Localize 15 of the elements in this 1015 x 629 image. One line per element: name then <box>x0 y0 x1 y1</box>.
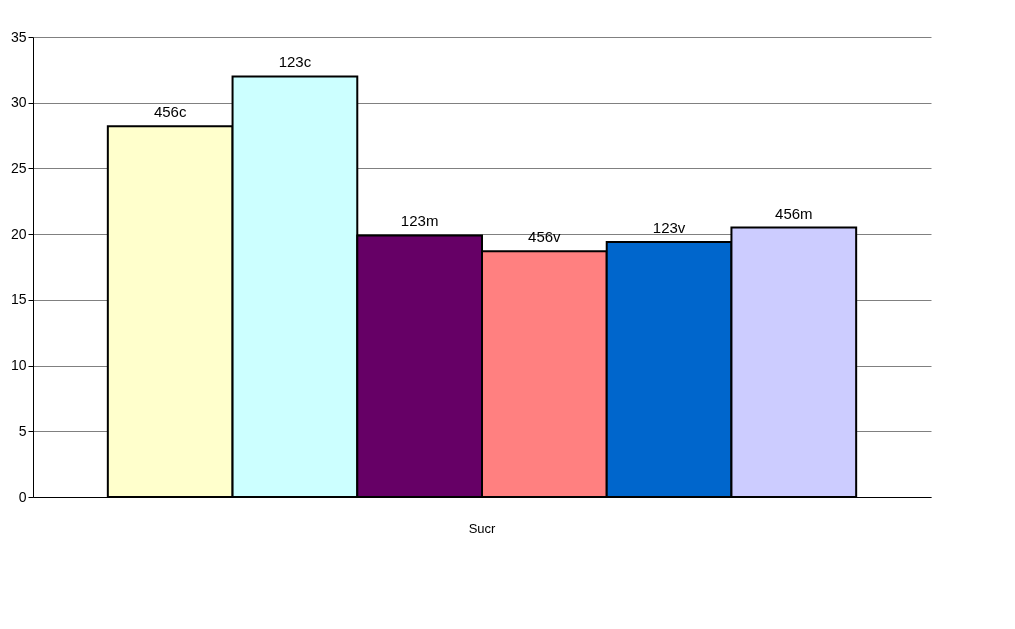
y-tick-label: 20 <box>10 225 27 242</box>
x-tick-label: Sucr <box>468 520 497 536</box>
y-tick-label: 25 <box>10 159 27 176</box>
series-label: 456v <box>528 228 562 246</box>
y-tick-label: 10 <box>10 357 27 374</box>
series-label: 123v <box>652 219 686 237</box>
y-tick-label: 35 <box>10 28 27 45</box>
series-label: 123c <box>278 53 312 71</box>
y-tick-label: 5 <box>18 422 27 439</box>
y-tick-label: 0 <box>18 488 27 505</box>
y-tick-label: 15 <box>10 291 27 308</box>
series-label: 456m <box>775 204 813 222</box>
series-label: 456c <box>153 103 187 121</box>
series-label: 123m <box>400 212 439 230</box>
y-tick-label: 30 <box>10 94 27 111</box>
